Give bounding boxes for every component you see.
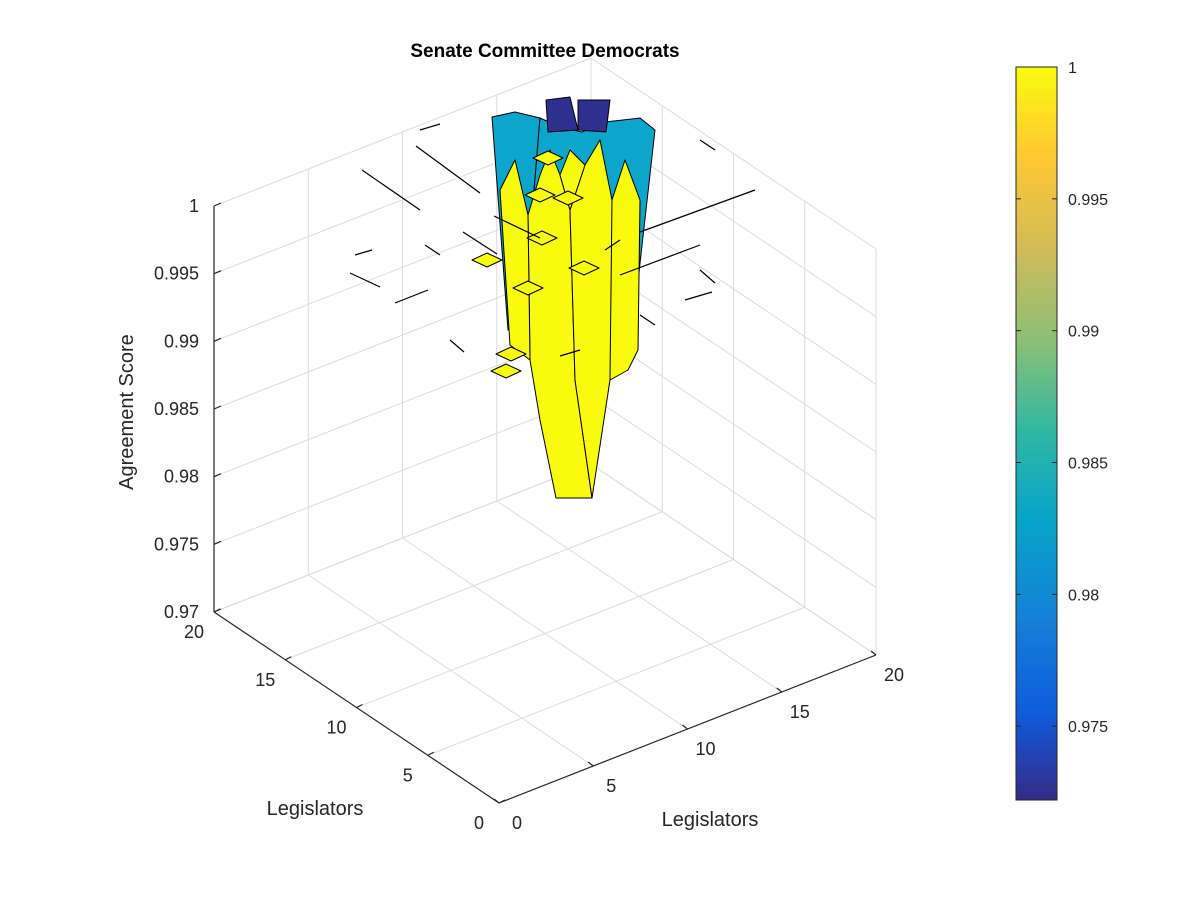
surface-cell — [552, 190, 584, 206]
x-tick-labels: 0 5 10 15 20 — [512, 665, 904, 833]
floor-grid-line — [356, 559, 734, 708]
surface-edge — [639, 189, 756, 233]
wall-grid-line — [213, 57, 592, 207]
colorbar-ticks: 0.975 0.98 0.985 0.99 0.995 1 — [1016, 60, 1108, 736]
y-tick-label: 0 — [474, 813, 484, 833]
colorbar: 0.975 0.98 0.985 0.99 0.995 1 — [1015, 60, 1108, 801]
surface-cell — [490, 363, 522, 379]
colorbar-tick-label: 0.99 — [1068, 324, 1099, 341]
surface-edge — [639, 314, 656, 326]
surface-edge — [699, 269, 716, 284]
y-tick-label: 20 — [184, 622, 204, 642]
surface-edge — [462, 231, 498, 255]
wall-grid-line — [590, 328, 877, 521]
y-tick-label: 15 — [255, 670, 275, 690]
x-tick-label: 15 — [790, 702, 810, 722]
surface-edge — [424, 244, 441, 256]
x-tick-label: 0 — [512, 813, 522, 833]
surface-edge — [419, 123, 441, 131]
x-tick-label: 10 — [695, 739, 715, 759]
y-axis-label: Legislators — [267, 798, 364, 820]
y-tick-labels: 0 5 10 15 20 — [184, 622, 484, 833]
y-tick-mark — [498, 799, 506, 804]
surface-cell — [568, 260, 600, 276]
surface-plot — [349, 96, 756, 499]
z-tick-label: 0.98 — [164, 467, 199, 487]
z-tick-mark — [213, 202, 222, 207]
x-tick-label: 20 — [884, 665, 904, 685]
wall-grid-line — [213, 463, 592, 613]
y-tick-label: 5 — [403, 765, 413, 785]
colorbar-tick-label: 0.975 — [1068, 719, 1108, 736]
x-tick-mark — [682, 724, 688, 730]
surface-cell — [524, 187, 556, 203]
wall-grid-line — [590, 463, 877, 656]
surface-edge — [415, 145, 481, 194]
y-tick-mark — [356, 703, 363, 709]
z-tick-label: 1 — [189, 196, 199, 216]
z-axis-label: Agreement Score — [116, 334, 138, 490]
surface-patch — [545, 96, 579, 133]
surface-cell — [495, 346, 527, 362]
z-tick-label: 0.99 — [164, 331, 199, 351]
colorbar-tick-label: 0.985 — [1068, 456, 1108, 473]
y-tick-mark — [213, 608, 221, 613]
surface-cell — [512, 280, 544, 296]
surface-patch — [609, 159, 641, 381]
z-tick-label: 0.995 — [154, 264, 199, 284]
axes-frame — [213, 202, 877, 804]
surface-cell — [526, 230, 558, 246]
colorbar-tick-label: 0.98 — [1068, 587, 1099, 604]
colorbar-tick-label: 0.995 — [1068, 192, 1108, 209]
wall-grid-line — [590, 395, 877, 588]
surface-edge — [684, 291, 713, 301]
wall-grid-line — [590, 57, 877, 250]
z-tick-labels: 0.97 0.975 0.98 0.985 0.99 0.995 1 — [154, 196, 199, 622]
surface-edge — [604, 239, 621, 251]
x-tick-mark — [870, 650, 877, 656]
surface-edge — [354, 249, 373, 256]
x-tick-mark — [587, 761, 594, 767]
z-tick-label: 0.985 — [154, 399, 199, 419]
surface-edge — [493, 215, 541, 239]
z-tick-mark — [213, 473, 222, 478]
surface-edge — [559, 349, 581, 357]
x-axis-label: Legislators — [662, 809, 759, 831]
surface-edge — [699, 139, 716, 151]
surface-edge — [349, 272, 381, 288]
y-tick-label: 10 — [326, 718, 346, 738]
y-tick-mark — [427, 751, 435, 756]
surface-edge — [394, 289, 429, 304]
x-tick-mark — [493, 798, 500, 804]
y-tick-mark — [284, 656, 292, 661]
x-tick-mark — [776, 687, 783, 693]
surface-edge — [449, 339, 465, 353]
z-tick-mark — [213, 270, 222, 275]
z-tick-mark — [213, 405, 222, 410]
surface-patch — [577, 99, 611, 133]
wall-grid-line — [213, 395, 592, 545]
floor-grid-line — [285, 511, 663, 661]
z-tick-label: 0.975 — [154, 534, 199, 554]
z-tick-mark — [213, 540, 222, 545]
surface-cell — [471, 252, 503, 268]
surface-cell — [532, 150, 564, 166]
chart-title: Senate Committee Democrats — [410, 41, 679, 62]
surface-edge — [361, 169, 421, 211]
colorbar-gradient — [1015, 66, 1058, 801]
z-tick-label: 0.97 — [164, 602, 199, 622]
surface-edge — [619, 244, 701, 276]
colorbar-tick-label: 1 — [1068, 60, 1077, 77]
x-tick-label: 5 — [606, 776, 616, 796]
floor-grid-line — [496, 500, 783, 693]
z-tick-mark — [213, 337, 222, 342]
